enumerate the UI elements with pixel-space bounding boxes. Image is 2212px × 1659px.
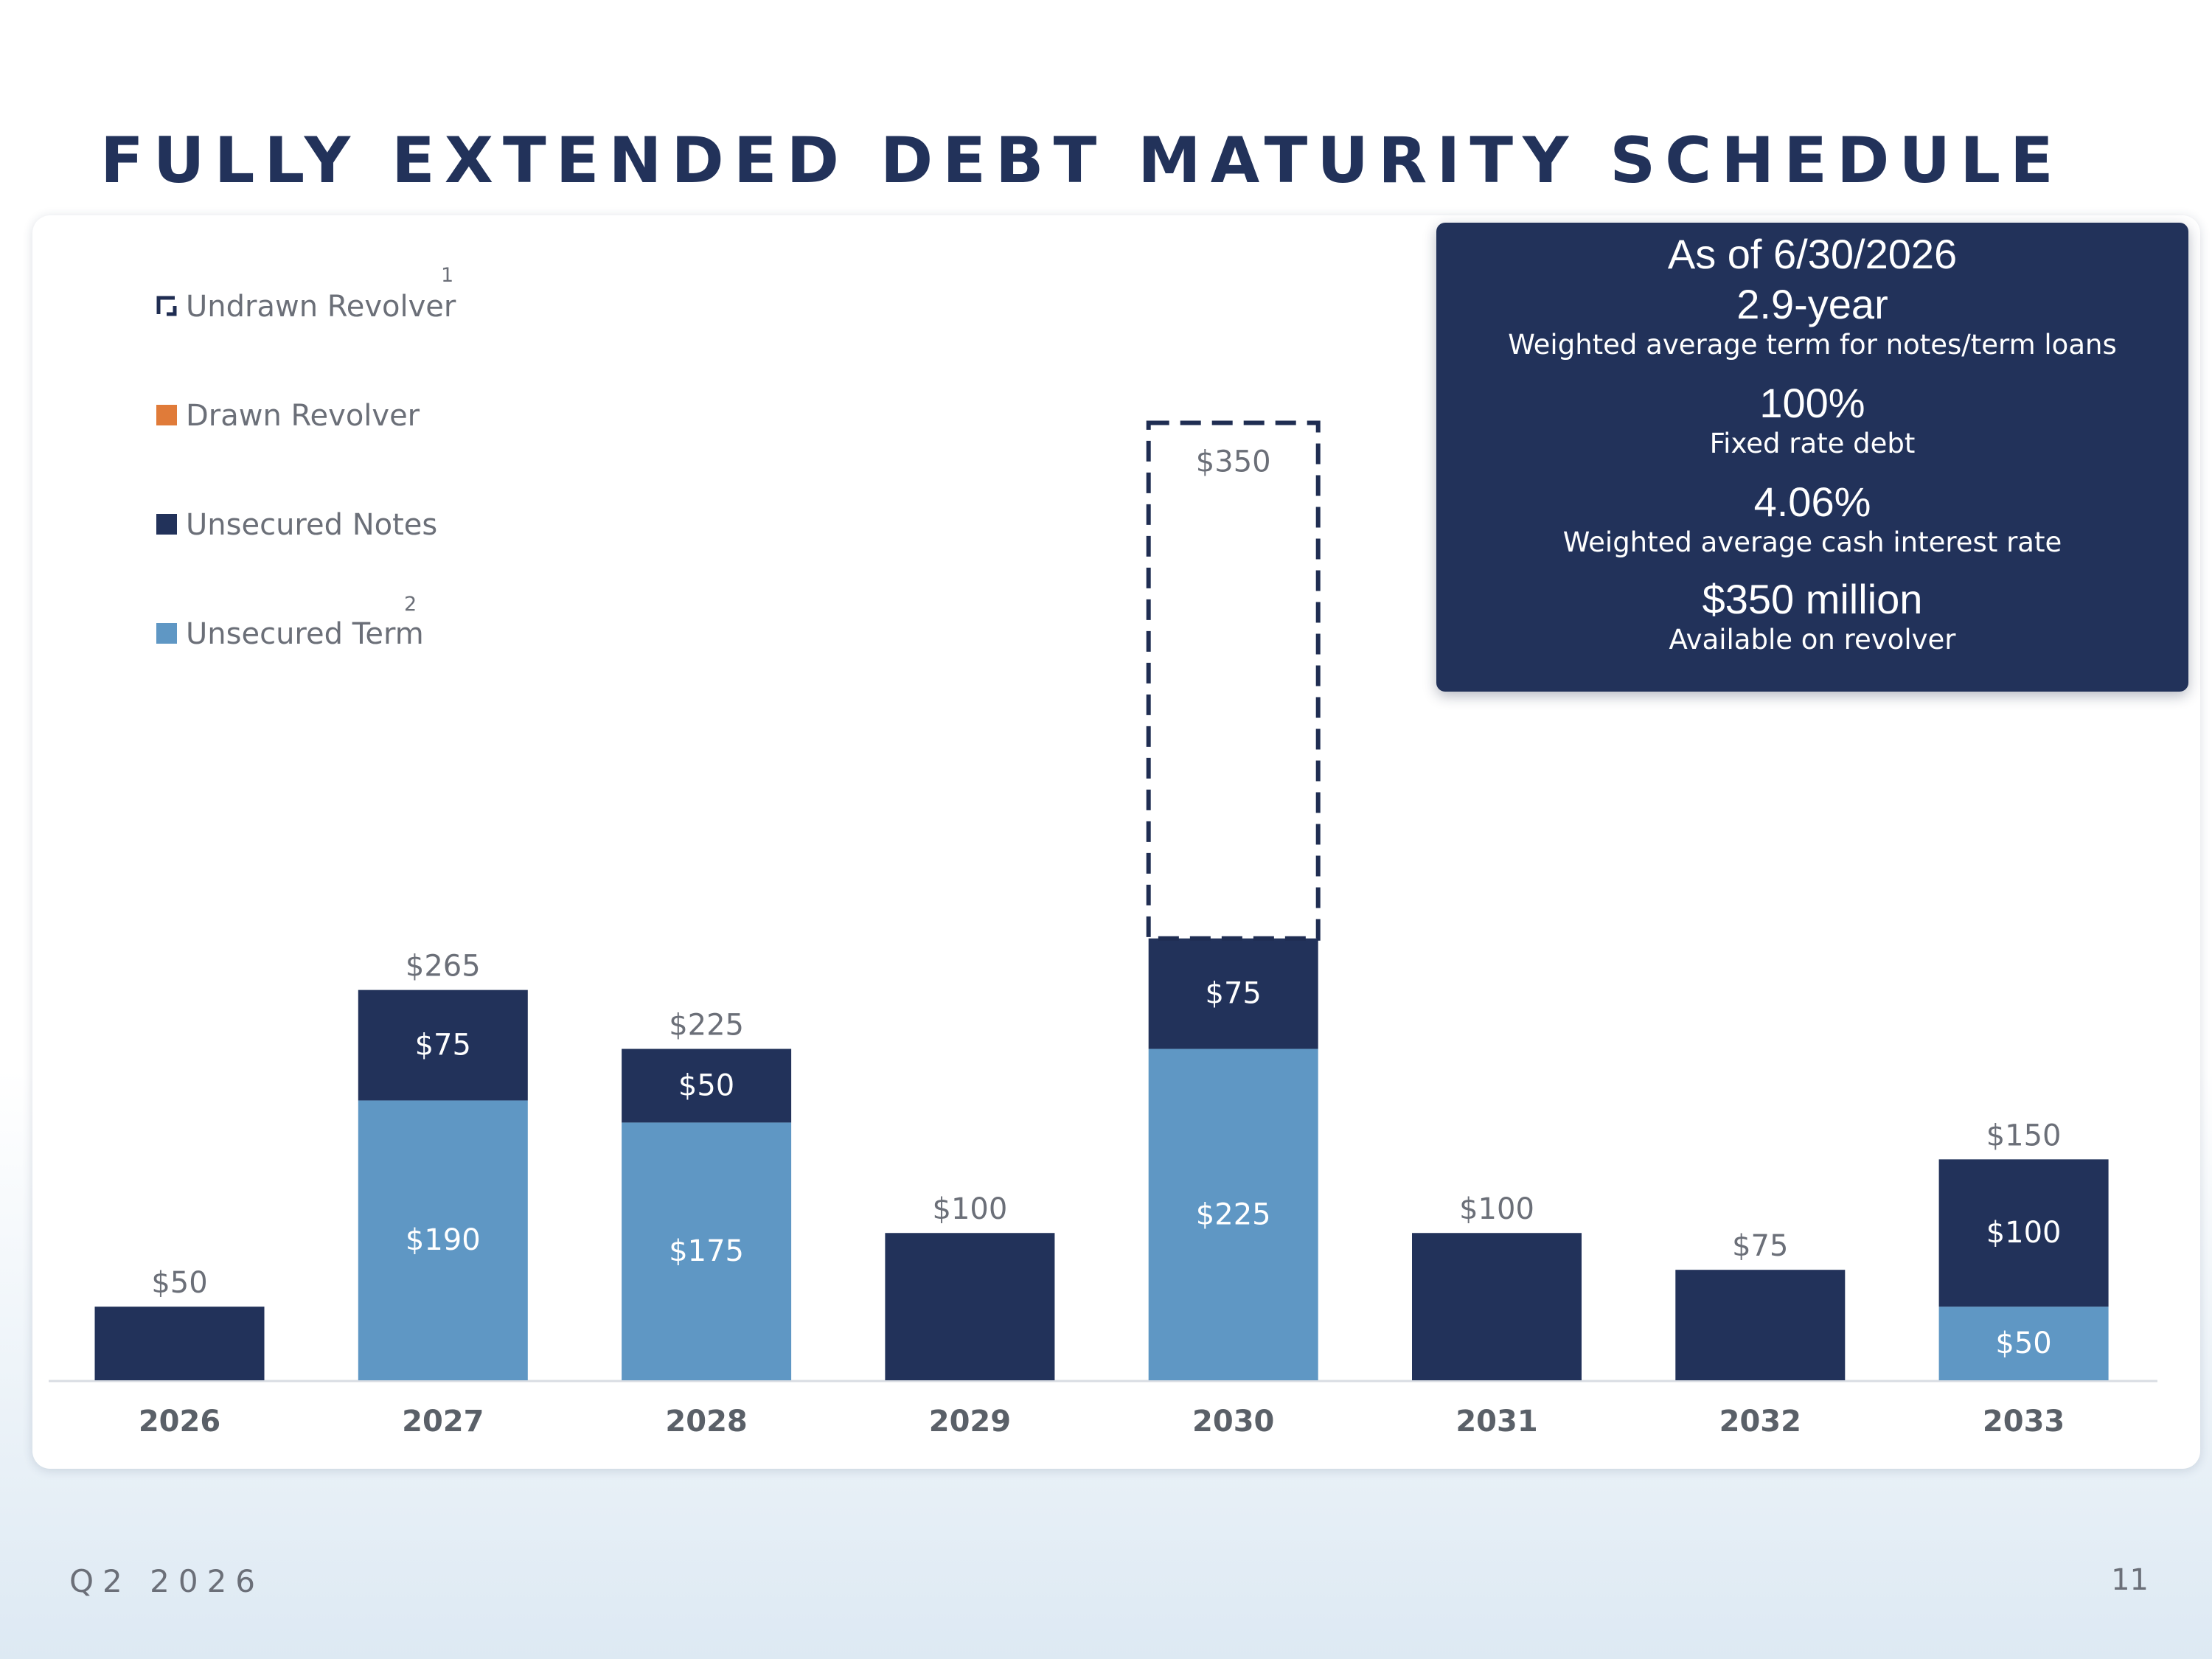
fixed-rate-value: 100% (1759, 380, 1865, 426)
bar-unsecured-notes-2027 (358, 990, 528, 1101)
bar-unsecured-notes-2032 (1675, 1270, 1846, 1380)
bar-unsecured-notes-2026 (94, 1307, 265, 1380)
data-label-unsecured-term-2027: $190 (406, 1223, 481, 1257)
bar-unsecured-notes-2030 (1148, 938, 1318, 1049)
bar-unsecured-notes-2028 (622, 1048, 792, 1123)
weighted-term-label: Weighted average term for notes/term loa… (1508, 329, 2117, 361)
legend-label-undrawn-revolver: Undrawn Revolver (186, 290, 456, 324)
x-tick-label-2029: 2029 (929, 1405, 1011, 1439)
maturity-chart: $50 2026 $190 $75 $265 2027 $175 $50 $225 2028 $10… (49, 420, 2157, 1439)
data-label-undrawn-revolver-2030: $350 (1196, 445, 1271, 479)
total-label-2029: $100 (933, 1192, 1008, 1226)
footnote-marker-2: 2 (404, 593, 417, 616)
page-title: FULLY EXTENDED DEBT MATURITY SCHEDULE (100, 124, 2063, 198)
x-tick-label-2026: 2026 (139, 1405, 220, 1439)
summary-stats-panel: As of 6/30/2026 2.9-year Weighted averag… (1436, 223, 2188, 692)
total-label-2028: $225 (669, 1009, 744, 1043)
fixed-rate-label: Fixed rate debt (1709, 428, 1916, 459)
data-label-unsecured-notes-2028: $50 (678, 1068, 734, 1102)
revolver-available-value: $350 million (1702, 576, 1923, 622)
total-label-2031: $100 (1459, 1192, 1534, 1226)
legend-label-drawn-revolver: Drawn Revolver (186, 399, 420, 433)
data-label-unsecured-notes-2033: $100 (1986, 1216, 2062, 1250)
x-tick-label-2031: 2031 (1455, 1405, 1537, 1439)
data-label-unsecured-term-2030: $225 (1196, 1197, 1271, 1231)
data-label-unsecured-term-2028: $175 (669, 1234, 744, 1268)
legend-label-unsecured-term: Unsecured Term (186, 617, 424, 651)
undrawn-revolver-swatch-icon (156, 296, 177, 316)
x-tick-label-2028: 2028 (665, 1405, 747, 1439)
x-tick-label-2030: 2030 (1192, 1405, 1274, 1439)
page-number: 11 (2111, 1563, 2149, 1597)
weighted-term-value: 2.9-year (1736, 281, 1888, 327)
interest-rate-value: 4.06% (1753, 479, 1871, 525)
legend-label-unsecured-notes: Unsecured Notes (186, 508, 438, 542)
revolver-available-label: Available on revolver (1669, 624, 1956, 655)
bar-unsecured-notes-2029 (885, 1233, 1055, 1380)
bar-unsecured-term-2028 (622, 1122, 792, 1380)
data-label-unsecured-notes-2030: $75 (1206, 977, 1262, 1011)
interest-rate-label: Weighted average cash interest rate (1562, 526, 2062, 558)
footer-period: Q2 2026 (69, 1563, 265, 1599)
total-label-2032: $75 (1732, 1229, 1788, 1263)
x-tick-label-2032: 2032 (1719, 1405, 1801, 1439)
x-tick-label-2033: 2033 (1983, 1405, 2065, 1439)
unsecured-notes-swatch-icon (156, 514, 177, 535)
bar-undrawn-revolver-2030 (1146, 420, 1321, 941)
bar-unsecured-term-2027 (358, 1100, 528, 1380)
bar-unsecured-term-2033 (1938, 1307, 2109, 1380)
data-label-unsecured-notes-2027: $75 (415, 1029, 471, 1062)
x-tick-label-2027: 2027 (402, 1405, 484, 1439)
bar-unsecured-notes-2033 (1938, 1159, 2109, 1307)
bar-unsecured-term-2030 (1148, 1048, 1318, 1380)
data-label-unsecured-term-2033: $50 (1995, 1326, 2051, 1360)
total-label-2027: $265 (406, 950, 481, 984)
unsecured-term-swatch-icon (156, 623, 177, 644)
footnote-marker-1: 1 (441, 264, 454, 287)
bar-unsecured-notes-2031 (1412, 1233, 1582, 1380)
total-label-2026: $50 (151, 1266, 207, 1300)
as-of-date: As of 6/30/2026 (1667, 231, 1958, 277)
total-label-2033: $150 (1986, 1119, 2062, 1152)
drawn-revolver-swatch-icon (156, 405, 177, 425)
